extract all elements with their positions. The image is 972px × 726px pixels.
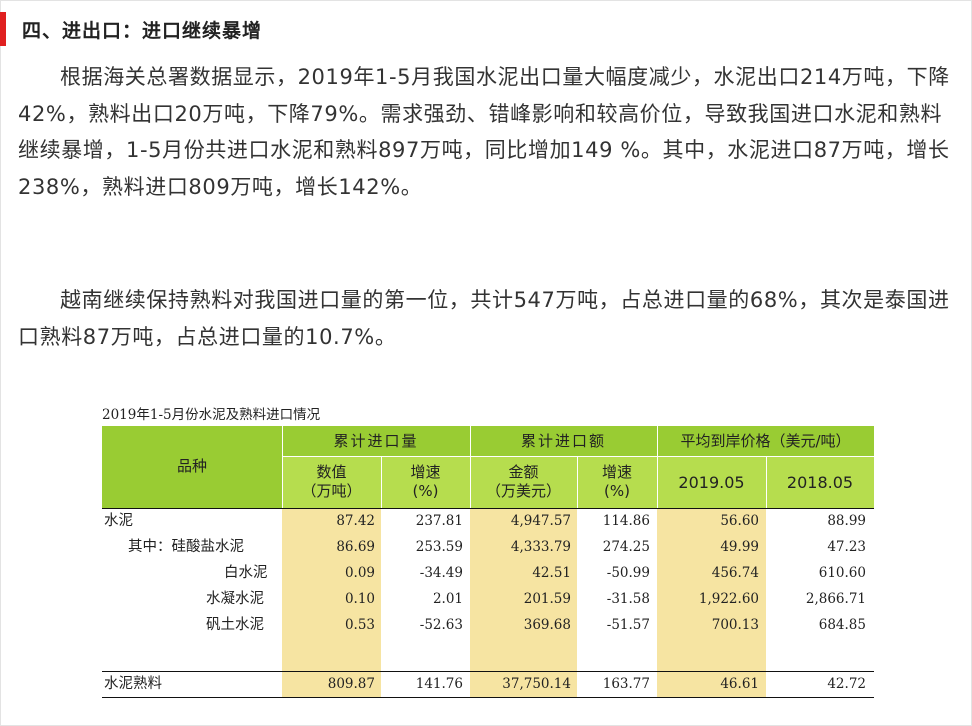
section-title: 四、进出口：进口继续暴增 [22,19,263,42]
price2019-column-highlight [657,508,766,698]
header-divider [766,456,767,508]
section-heading: 四、进出口：进口继续暴增 [0,12,262,46]
cell-amount-growth: -51.57 [606,617,650,633]
cell-price-2018: 684.85 [818,617,866,633]
cell-amount: 4,947.57 [510,513,571,529]
cell-vol: 0.53 [344,617,375,633]
cell-vol-growth: -52.63 [419,617,463,633]
header-vol-growth-label: 增速 [410,463,441,481]
cell-price-2019: 49.99 [720,539,759,555]
table-row: 水凝水泥 0.10 2.01 201.59 -31.58 1,922.60 2,… [102,586,874,612]
row-name: 水泥 [104,513,133,529]
header-divider [282,456,874,457]
header-vol-value-unit: （万吨） [301,482,362,500]
row-name: 矾土水泥 [206,617,264,633]
header-avg-price: 平均到岸价格（美元/吨） [657,426,874,456]
cell-amount: 37,750.14 [502,676,571,692]
cell-price-2019: 456.74 [711,565,759,581]
cell-amount-growth: 114.86 [602,513,650,529]
header-amt-value-unit: （万美元） [485,482,561,500]
cell-price-2018: 47.23 [827,539,866,555]
table-row: 水泥熟料 809.87 141.76 37,750.14 163.77 46.6… [102,671,874,697]
cell-vol: 0.09 [344,565,375,581]
cell-price-2019: 46.61 [720,676,759,692]
import-table: 品种 累计进口量 累计进口额 平均到岸价格（美元/吨） 数值 （万吨） 增速 (… [102,426,874,698]
row-name: 水凝水泥 [206,591,264,607]
table-rule-mid [102,671,874,672]
volume-column-highlight [282,508,381,698]
cell-price-2018: 2,866.71 [805,591,866,607]
header-amt-growth-label: 增速 [601,463,632,481]
cell-price-2019: 56.60 [720,513,759,529]
heading-accent-bar [0,12,6,46]
cell-amount-growth: 163.77 [602,676,650,692]
header-divider [381,456,382,508]
cell-vol: 86.69 [336,539,375,555]
header-vol-growth: 增速 (%) [381,456,470,508]
header-vol-value-label: 数值 [316,463,347,481]
header-price-2019: 2019.05 [657,456,766,508]
header-amt-growth-unit: (%) [604,482,630,500]
cell-vol: 0.10 [344,591,375,607]
cell-vol-growth: 2.01 [432,591,463,607]
table-caption: 2019年1-5月份水泥及熟料进口情况 [102,407,321,423]
header-vol-growth-unit: (%) [412,482,439,500]
row-name: 其中：硅酸盐水泥 [128,539,244,555]
cell-price-2019: 700.13 [711,617,759,633]
row-name: 水泥熟料 [104,676,162,692]
paragraph-vietnam-clinker: 越南继续保持熟料对我国进口量的第一位，共计547万吨，占总进口量的68%，其次是… [18,288,950,349]
cell-amount: 4,333.79 [510,539,571,555]
header-divider [282,426,283,508]
cell-price-2018: 42.72 [827,676,866,692]
cell-amount-growth: -31.58 [606,591,650,607]
header-cum-amount: 累计进口额 [470,426,657,456]
cell-vol-growth: 253.59 [415,539,463,555]
cell-vol-growth: 237.81 [415,513,463,529]
cell-price-2018: 88.99 [827,513,866,529]
table-row: 其中：硅酸盐水泥 86.69 253.59 4,333.79 274.25 49… [102,534,874,560]
header-amt-value-label: 金额 [508,463,539,481]
table-rule-bottom [102,697,874,698]
cell-amount: 42.51 [532,565,571,581]
table-row: 水泥 87.42 237.81 4,947.57 114.86 56.60 88… [102,508,874,534]
cell-price-2019: 1,922.60 [698,591,759,607]
header-divider [470,426,471,508]
cell-price-2018: 610.60 [818,565,866,581]
header-divider [657,426,658,508]
cell-vol: 809.87 [327,676,375,692]
cell-amount: 201.59 [523,591,571,607]
header-divider [577,456,578,508]
header-variety: 品种 [102,426,282,508]
header-cum-volume: 累计进口量 [282,426,470,456]
cell-amount-growth: -50.99 [606,565,650,581]
paragraph-import-export: 根据海关总署数据显示，2019年1-5月我国水泥出口量大幅度减少，水泥出口214… [18,65,950,199]
cell-vol-growth: 141.76 [415,676,463,692]
cell-vol: 87.42 [336,513,375,529]
cell-amount: 369.68 [523,617,571,633]
amount-column-highlight [470,508,577,698]
header-vol-value: 数值 （万吨） [282,456,381,508]
header-amt-value: 金额 （万美元） [470,456,577,508]
table-row: 矾土水泥 0.53 -52.63 369.68 -51.57 700.13 68… [102,612,874,638]
cell-vol-growth: -34.49 [419,565,463,581]
row-name: 白水泥 [224,565,268,581]
table-row: 白水泥 0.09 -34.49 42.51 -50.99 456.74 610.… [102,560,874,586]
header-amt-growth: 增速 (%) [577,456,657,508]
table-rule-top [102,508,874,509]
header-price-2018: 2018.05 [766,456,874,508]
cell-amount-growth: 274.25 [602,539,650,555]
